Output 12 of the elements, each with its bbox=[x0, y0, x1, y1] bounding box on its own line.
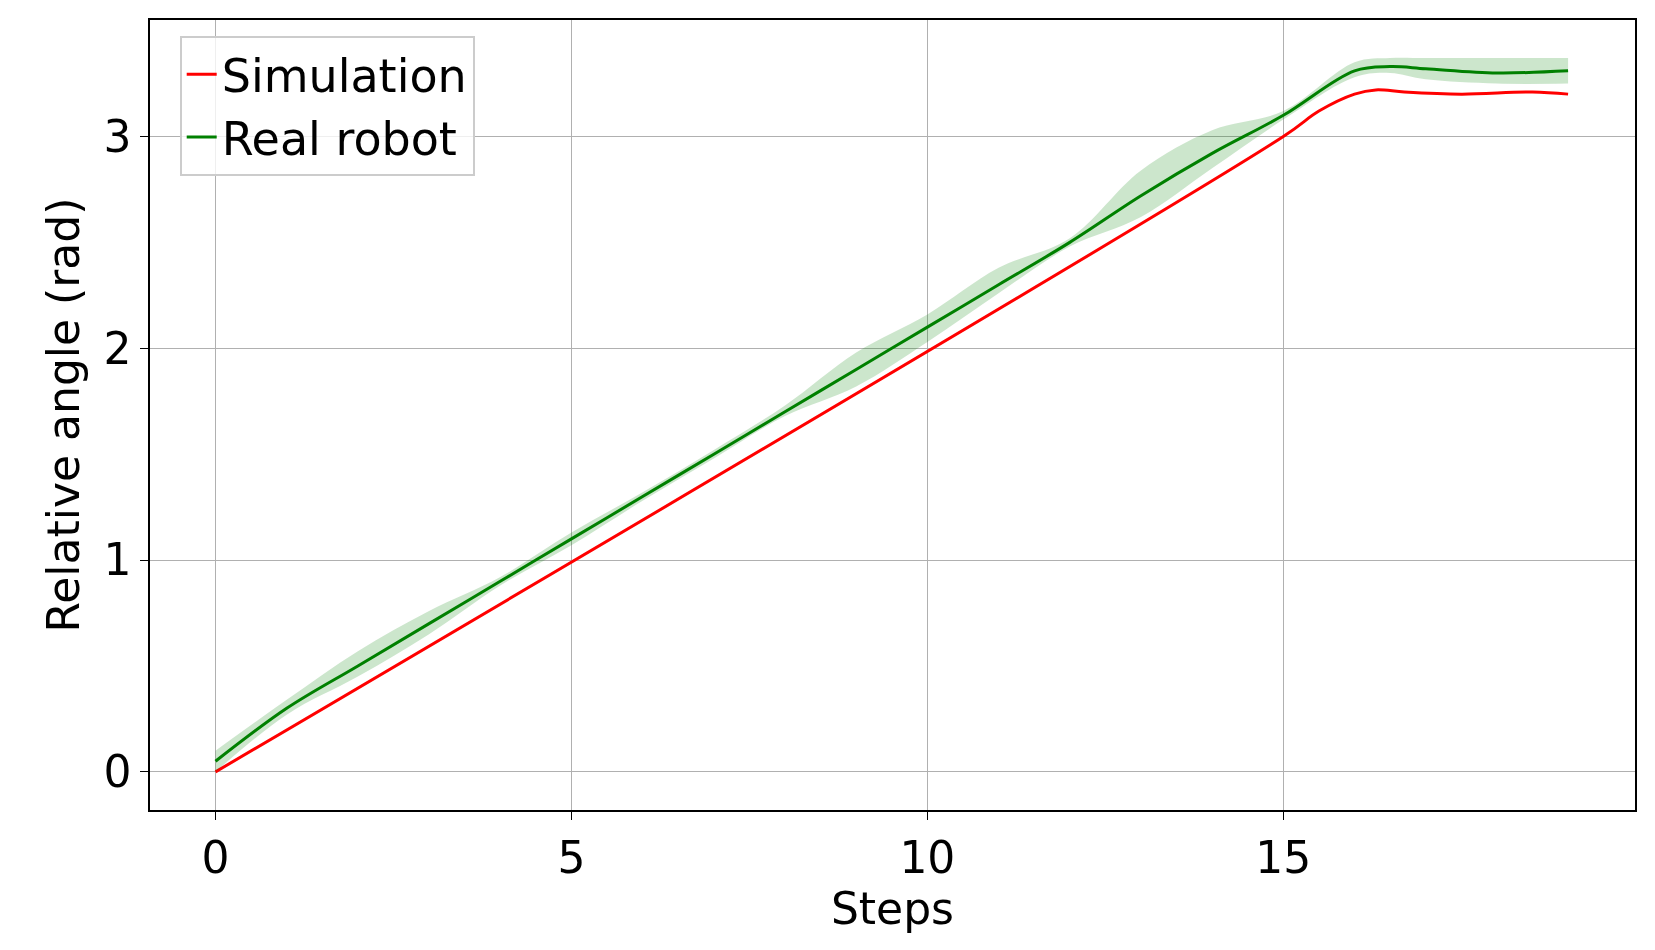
y-tick-label: 3 bbox=[103, 110, 132, 162]
legend-label: Real robot bbox=[221, 111, 457, 166]
x-axis-title: Steps bbox=[830, 882, 955, 934]
x-tick-label: 15 bbox=[1255, 831, 1312, 883]
y-axis-title: Relative angle (rad) bbox=[38, 197, 90, 633]
x-tick-label: 5 bbox=[557, 831, 586, 883]
x-tick-label: 0 bbox=[201, 831, 230, 883]
y-tick-label: 2 bbox=[103, 322, 132, 374]
y-tick-label: 0 bbox=[103, 746, 132, 798]
y-tick-label: 1 bbox=[103, 534, 132, 586]
legend-label: Simulation bbox=[221, 49, 467, 104]
x-tick-label: 10 bbox=[899, 831, 956, 883]
